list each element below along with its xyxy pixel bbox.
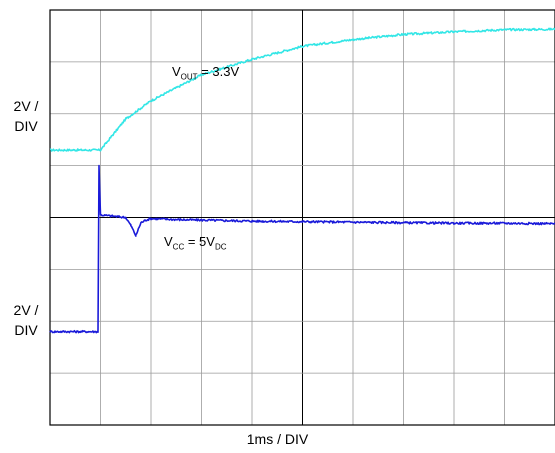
trace-vcc — [49, 164, 555, 334]
x-axis-label: 1ms / DIV — [246, 431, 309, 447]
channel2-scale-line2: DIV — [14, 322, 38, 338]
vout-annotation: VOUT = 3.3V — [172, 64, 239, 82]
vout-annotation-rest: = 3.3V — [197, 64, 240, 79]
vcc-annotation-sub2: DC — [214, 242, 227, 252]
channel2-scale-label: 2V / DIV — [6, 300, 46, 340]
channel2-scale-line1: 2V / — [13, 302, 39, 318]
vout-annotation-sub: OUT — [180, 72, 198, 82]
vout-annotation-main: V — [172, 64, 181, 79]
vcc-annotation-sub: CC — [172, 242, 185, 252]
trace-vout — [49, 27, 555, 152]
plot-frame — [49, 9, 555, 426]
vcc-annotation: VCC = 5VDC — [164, 234, 227, 252]
vcc-annotation-rest: = 5V — [184, 234, 215, 249]
channel1-scale-line1: 2V / — [13, 98, 39, 114]
vcc-annotation-main: V — [164, 234, 173, 249]
channel1-scale-label: 2V / DIV — [6, 96, 46, 136]
traces — [49, 27, 555, 334]
channel1-scale-line2: DIV — [14, 118, 38, 134]
